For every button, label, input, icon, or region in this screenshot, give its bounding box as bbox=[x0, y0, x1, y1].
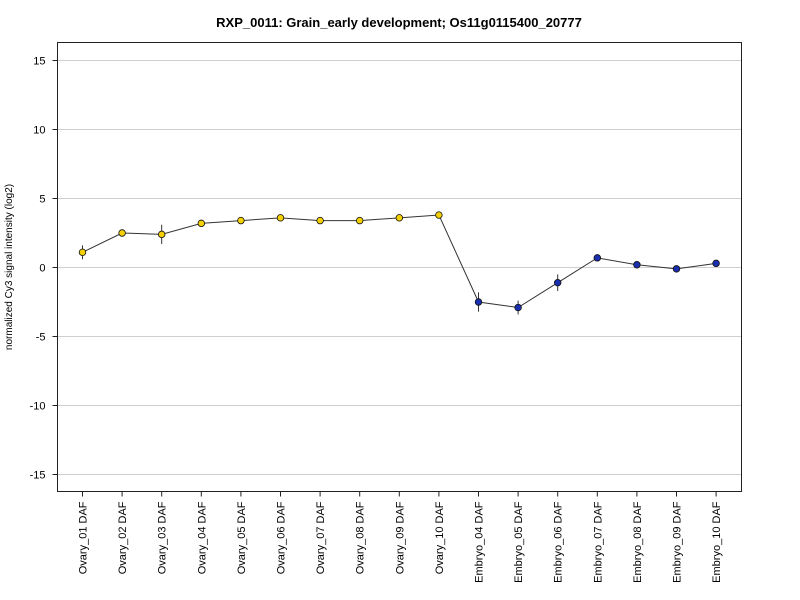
data-point bbox=[672, 265, 681, 273]
data-point bbox=[157, 230, 166, 239]
x-tick-label: Embryo_05 DAF bbox=[513, 501, 525, 583]
x-tick-label: Ovary_01 DAF bbox=[78, 501, 90, 574]
x-tick-label: Embryo_10 DAF bbox=[711, 501, 723, 583]
data-point bbox=[356, 216, 364, 225]
x-tick-label: Ovary_03 DAF bbox=[157, 501, 169, 574]
x-tick-label: Embryo_09 DAF bbox=[672, 501, 684, 583]
y-tick-label: 15 bbox=[33, 56, 45, 68]
x-tick-label: Ovary_07 DAF bbox=[315, 501, 327, 574]
y-tick-label: -10 bbox=[30, 401, 46, 413]
series-line bbox=[82, 214, 717, 309]
data-point bbox=[118, 229, 126, 237]
data-point bbox=[593, 254, 601, 262]
x-tick-label: Embryo_08 DAF bbox=[632, 501, 644, 583]
data-point bbox=[237, 216, 245, 225]
y-tick-label: 0 bbox=[39, 263, 45, 275]
data-point bbox=[78, 248, 87, 257]
chart-title: RXP_0011: Grain_early development; Os11g… bbox=[216, 15, 582, 30]
plot-frame bbox=[57, 42, 742, 492]
data-point bbox=[435, 211, 443, 219]
data-point bbox=[514, 303, 522, 312]
data-point bbox=[197, 219, 205, 228]
y-tick-label: -5 bbox=[36, 332, 46, 344]
x-tick-label: Embryo_06 DAF bbox=[553, 501, 565, 583]
grid-lines bbox=[57, 60, 742, 475]
y-tick-label: 10 bbox=[33, 125, 45, 137]
x-tick-label: Ovary_08 DAF bbox=[355, 501, 367, 574]
data-point bbox=[276, 214, 285, 222]
data-point bbox=[633, 261, 641, 269]
data-point bbox=[712, 259, 720, 268]
y-axis: 15 10 5 0 -5 -10 -15 bbox=[30, 56, 58, 482]
x-tick-label: Ovary_04 DAF bbox=[196, 501, 208, 574]
series bbox=[78, 211, 720, 315]
data-point bbox=[474, 298, 483, 306]
data-point bbox=[316, 216, 324, 225]
x-axis: Ovary_01 DAF Ovary_02 DAF Ovary_03 DAF Ovar… bbox=[78, 491, 723, 583]
x-tick-label: Ovary_05 DAF bbox=[236, 501, 248, 574]
x-tick-label: Ovary_10 DAF bbox=[434, 501, 446, 574]
data-point bbox=[395, 214, 403, 222]
data-point bbox=[554, 278, 562, 287]
x-tick-label: Embryo_04 DAF bbox=[474, 501, 486, 583]
y-tick-label: 5 bbox=[39, 194, 45, 206]
y-tick-label: -15 bbox=[30, 470, 46, 482]
x-tick-label: Ovary_06 DAF bbox=[276, 501, 288, 574]
x-tick-label: Ovary_02 DAF bbox=[117, 501, 129, 574]
y-axis-label: normalized Cy3 signal intensity (log2) bbox=[4, 184, 15, 350]
x-tick-label: Ovary_09 DAF bbox=[394, 501, 406, 574]
x-tick-label: Embryo_07 DAF bbox=[592, 501, 604, 583]
